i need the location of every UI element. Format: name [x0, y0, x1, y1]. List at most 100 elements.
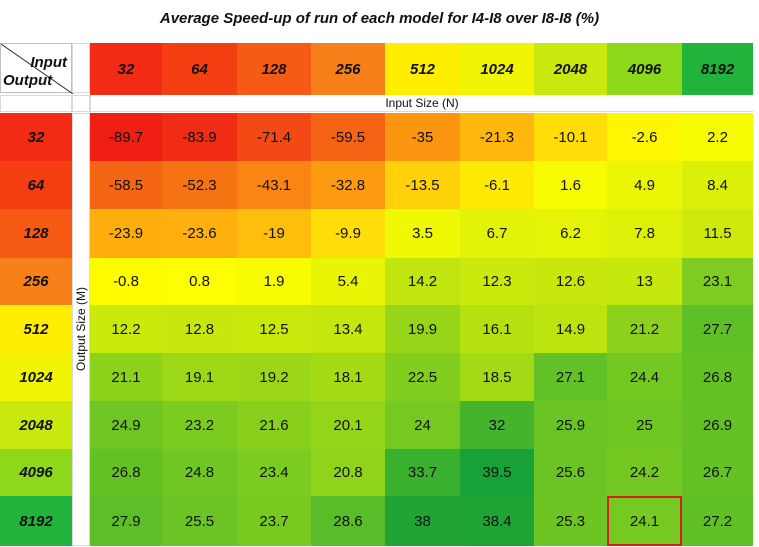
- heatmap-cell: 4.9: [607, 161, 682, 209]
- column-header-1024: 1024: [460, 43, 534, 95]
- column-header-8192: 8192: [682, 43, 753, 95]
- heatmap-cell: 12.3: [460, 258, 534, 305]
- row-header-32: 32: [0, 113, 72, 161]
- heatmap-cell: 25: [607, 401, 682, 449]
- heatmap-cell: 0.8: [162, 258, 237, 305]
- heatmap-cell: 18.5: [460, 353, 534, 401]
- heatmap-cell: 27.7: [682, 305, 753, 353]
- heatmap-cell: 32: [460, 401, 534, 449]
- blank-cell: [72, 95, 90, 112]
- heatmap-cell: 19.9: [385, 305, 460, 353]
- corner-gap: [72, 43, 90, 93]
- heatmap-cell: 6.2: [534, 209, 607, 258]
- heatmap-cell: 25.3: [534, 496, 607, 546]
- y-axis-strip: [72, 113, 90, 546]
- heatmap-cell: 27.2: [682, 496, 753, 546]
- heatmap-cell: 39.5: [460, 449, 534, 496]
- heatmap-cell: 23.1: [682, 258, 753, 305]
- heatmap-cell: 21.1: [90, 353, 162, 401]
- heatmap-cell: 23.7: [237, 496, 311, 546]
- heatmap-cell: 13.4: [311, 305, 385, 353]
- heatmap-cell: 12.2: [90, 305, 162, 353]
- x-axis-label: Input Size (N): [90, 95, 753, 112]
- chart-title: Average Speed-up of run of each model fo…: [159, 10, 600, 27]
- column-header-32: 32: [90, 43, 162, 95]
- heatmap-cell: 27.1: [534, 353, 607, 401]
- heatmap-cell: 38: [385, 496, 460, 546]
- heatmap-cell: 14.2: [385, 258, 460, 305]
- heatmap-cell: -71.4: [237, 113, 311, 161]
- row-header-8192: 8192: [0, 496, 72, 546]
- column-header-2048: 2048: [534, 43, 607, 95]
- row-header-2048: 2048: [0, 401, 72, 449]
- heatmap-cell: 7.8: [607, 209, 682, 258]
- heatmap-cell: -58.5: [90, 161, 162, 209]
- heatmap-cell: -19: [237, 209, 311, 258]
- heatmap-cell: 24.2: [607, 449, 682, 496]
- corner-output-label: Output: [3, 72, 53, 89]
- heatmap-cell: 12.5: [237, 305, 311, 353]
- heatmap-cell: 3.5: [385, 209, 460, 258]
- row-header-1024: 1024: [0, 353, 72, 401]
- corner-diagonal: [1, 44, 73, 94]
- heatmap-cell: 26.8: [90, 449, 162, 496]
- heatmap-cell: 20.1: [311, 401, 385, 449]
- heatmap-cell: -23.6: [162, 209, 237, 258]
- column-header-4096: 4096: [607, 43, 682, 95]
- heatmap-cell: 38.4: [460, 496, 534, 546]
- heatmap-cell: -13.5: [385, 161, 460, 209]
- heatmap-cell: 12.8: [162, 305, 237, 353]
- heatmap-cell: 23.2: [162, 401, 237, 449]
- heatmap-cell: -2.6: [607, 113, 682, 161]
- heatmap-cell: 26.9: [682, 401, 753, 449]
- heatmap-cell: 28.6: [311, 496, 385, 546]
- heatmap-cell: -10.1: [534, 113, 607, 161]
- row-header-4096: 4096: [0, 449, 72, 496]
- heatmap-cell: 25.5: [162, 496, 237, 546]
- heatmap-cell: 25.9: [534, 401, 607, 449]
- heatmap-cell: 21.6: [237, 401, 311, 449]
- heatmap-cell: -21.3: [460, 113, 534, 161]
- column-header-128: 128: [237, 43, 311, 95]
- heatmap-cell: 24.1: [607, 496, 682, 546]
- heatmap-cell: 8.4: [682, 161, 753, 209]
- heatmap-cell: 1.9: [237, 258, 311, 305]
- heatmap-cell: 19.2: [237, 353, 311, 401]
- heatmap-cell: -6.1: [460, 161, 534, 209]
- corner-header: Input Output: [0, 43, 73, 94]
- heatmap-cell: 23.4: [237, 449, 311, 496]
- heatmap-cell: 26.8: [682, 353, 753, 401]
- row-header-64: 64: [0, 161, 72, 209]
- heatmap-cell: -0.8: [90, 258, 162, 305]
- column-header-64: 64: [162, 43, 237, 95]
- heatmap-cell: 33.7: [385, 449, 460, 496]
- heatmap-cell: 12.6: [534, 258, 607, 305]
- heatmap-cell: -89.7: [90, 113, 162, 161]
- heatmap-cell: 24.8: [162, 449, 237, 496]
- heatmap-cell: 22.5: [385, 353, 460, 401]
- heatmap-cell: 18.1: [311, 353, 385, 401]
- row-header-256: 256: [0, 258, 72, 305]
- heatmap-cell: -9.9: [311, 209, 385, 258]
- heatmap-cell: 24.4: [607, 353, 682, 401]
- heatmap-cell: -59.5: [311, 113, 385, 161]
- heatmap-cell: -32.8: [311, 161, 385, 209]
- column-header-512: 512: [385, 43, 460, 95]
- corner-input-label: Input: [30, 54, 67, 71]
- heatmap-cell: 11.5: [682, 209, 753, 258]
- heatmap-cell: -23.9: [90, 209, 162, 258]
- heatmap-cell: 5.4: [311, 258, 385, 305]
- heatmap-cell: 21.2: [607, 305, 682, 353]
- heatmap-cell: 24: [385, 401, 460, 449]
- heatmap-cell: 19.1: [162, 353, 237, 401]
- heatmap-cell: 26.7: [682, 449, 753, 496]
- heatmap-cell: 24.9: [90, 401, 162, 449]
- heatmap-cell: 13: [607, 258, 682, 305]
- heatmap-cell: 6.7: [460, 209, 534, 258]
- heatmap-cell: 25.6: [534, 449, 607, 496]
- heatmap-cell: -35: [385, 113, 460, 161]
- heatmap-cell: 1.6: [534, 161, 607, 209]
- heatmap-cell: 16.1: [460, 305, 534, 353]
- heatmap-cell: 2.2: [682, 113, 753, 161]
